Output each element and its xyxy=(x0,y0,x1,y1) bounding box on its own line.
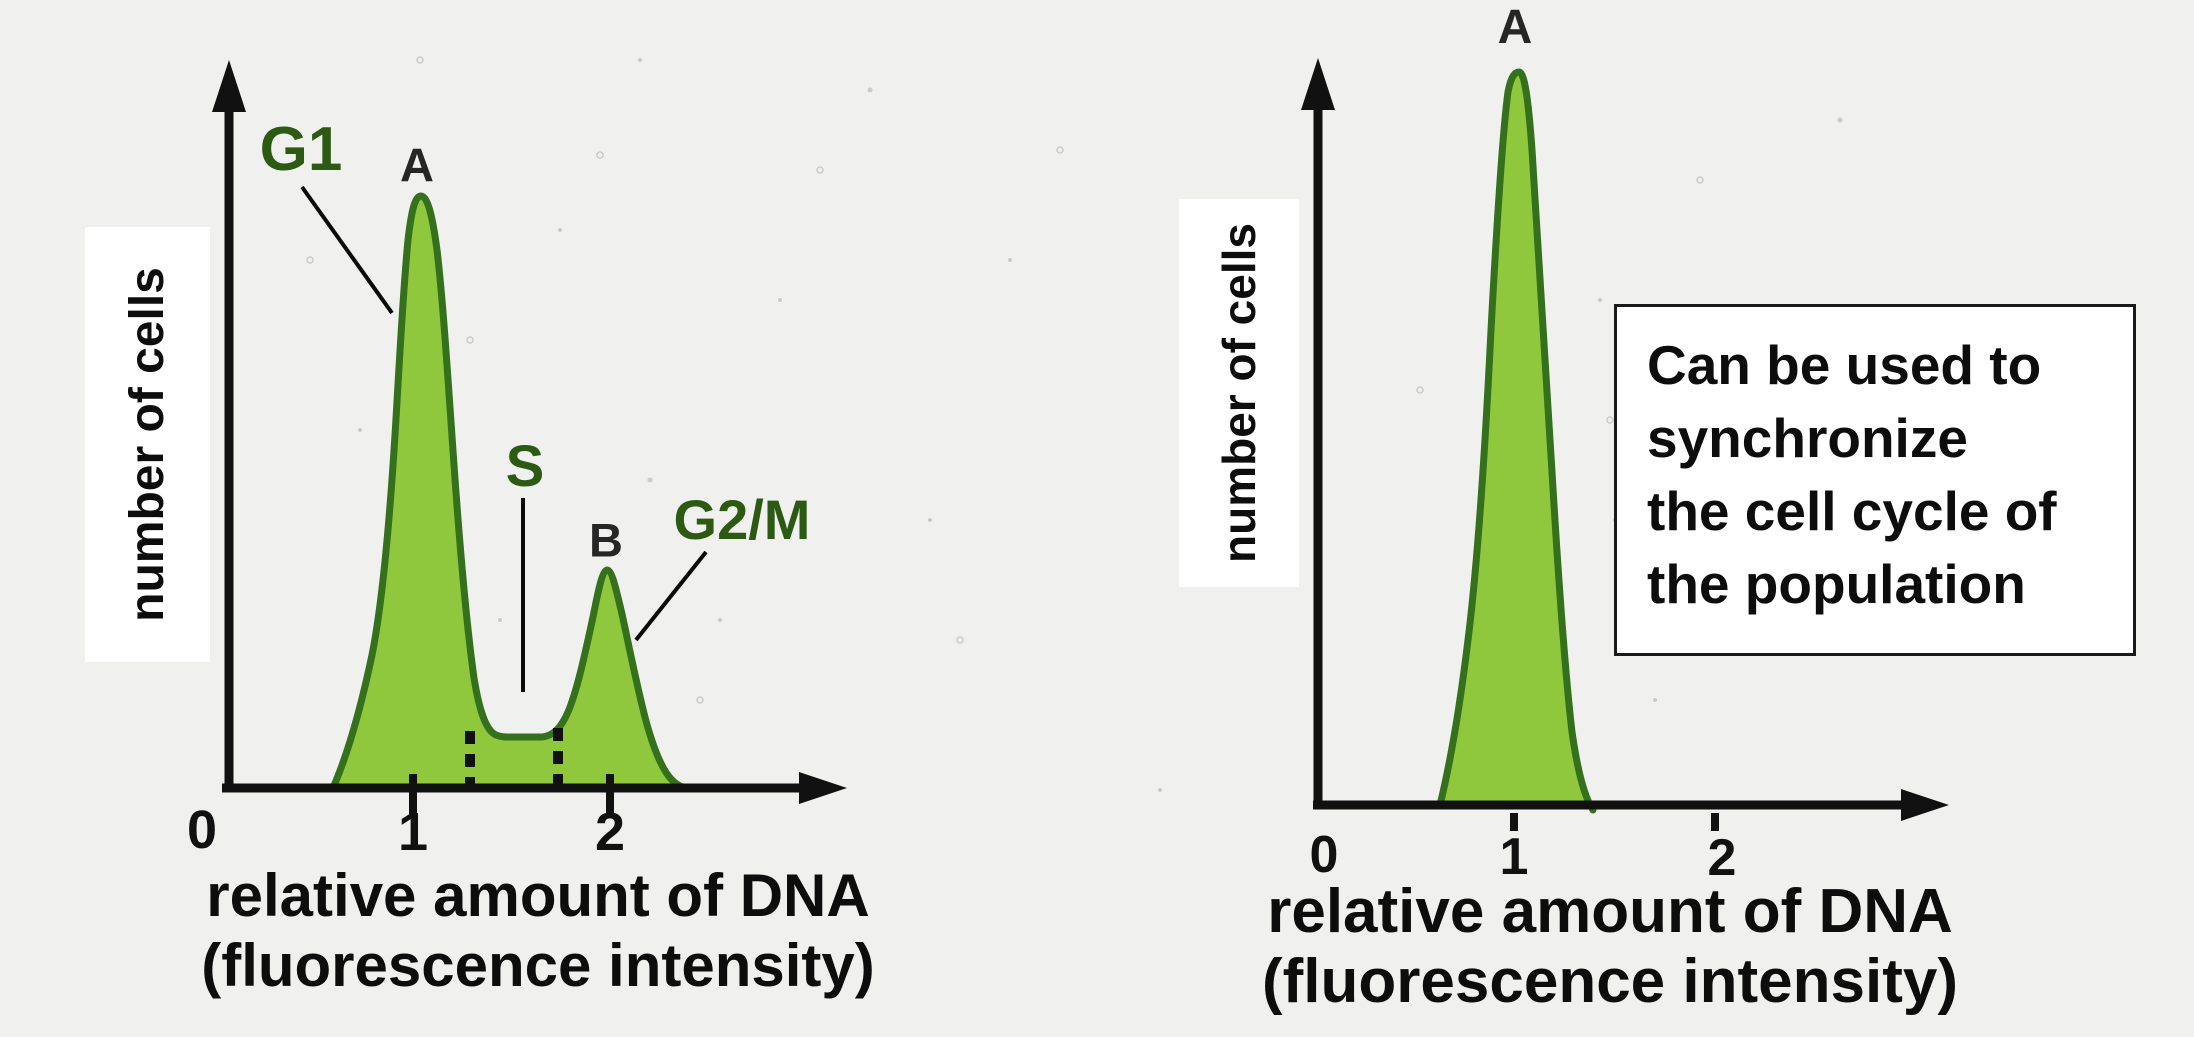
left-x-tick-label-2: 2 xyxy=(594,802,626,862)
left-histogram-outline xyxy=(329,192,694,792)
left-peak-b-label: B xyxy=(589,513,623,567)
right-x-tick-label-1: 1 xyxy=(1499,828,1529,886)
right-y-axis-label-box: number of cells xyxy=(1179,199,1299,587)
left-peak-a-label: A xyxy=(400,138,434,192)
synchronize-note-box: Can be used to synchronize the cell cycl… xyxy=(1614,304,2136,656)
g2m-phase-label: G2/M xyxy=(673,488,811,551)
right-histogram-outline xyxy=(1436,68,1597,814)
g1-pointer-line xyxy=(300,185,394,315)
left-x-axis-arrow xyxy=(799,772,847,804)
left-y-axis-label: number of cells xyxy=(121,267,174,622)
right-x-axis-arrow xyxy=(1901,789,1949,821)
right-chart-shapes xyxy=(1301,58,1949,831)
right-y-axis-arrow xyxy=(1301,58,1335,110)
left-y-axis-arrow xyxy=(212,60,246,112)
s-phase-label: S xyxy=(505,434,545,499)
right-histogram-fill xyxy=(1440,72,1589,805)
g2m-pointer-line xyxy=(634,550,708,642)
left-chart-shapes xyxy=(212,60,847,814)
right-y-axis-label: number of cells xyxy=(1213,223,1265,563)
right-x-axis-label: relative amount of DNA (fluorescence int… xyxy=(1262,877,1958,1016)
right-x-tick-label-2: 2 xyxy=(1707,829,1737,887)
left-x-axis-label: relative amount of DNA (fluorescence int… xyxy=(201,862,875,999)
left-x-tick-label-1: 1 xyxy=(397,802,429,862)
right-peak-a-label: A xyxy=(1497,1,1533,54)
left-histogram-fill xyxy=(333,196,690,788)
g1-phase-label: G1 xyxy=(259,115,343,184)
right-x-tick-label-0: 0 xyxy=(1309,826,1339,884)
left-y-axis-label-box: number of cells xyxy=(85,227,210,662)
left-x-tick-label-0: 0 xyxy=(186,800,218,860)
